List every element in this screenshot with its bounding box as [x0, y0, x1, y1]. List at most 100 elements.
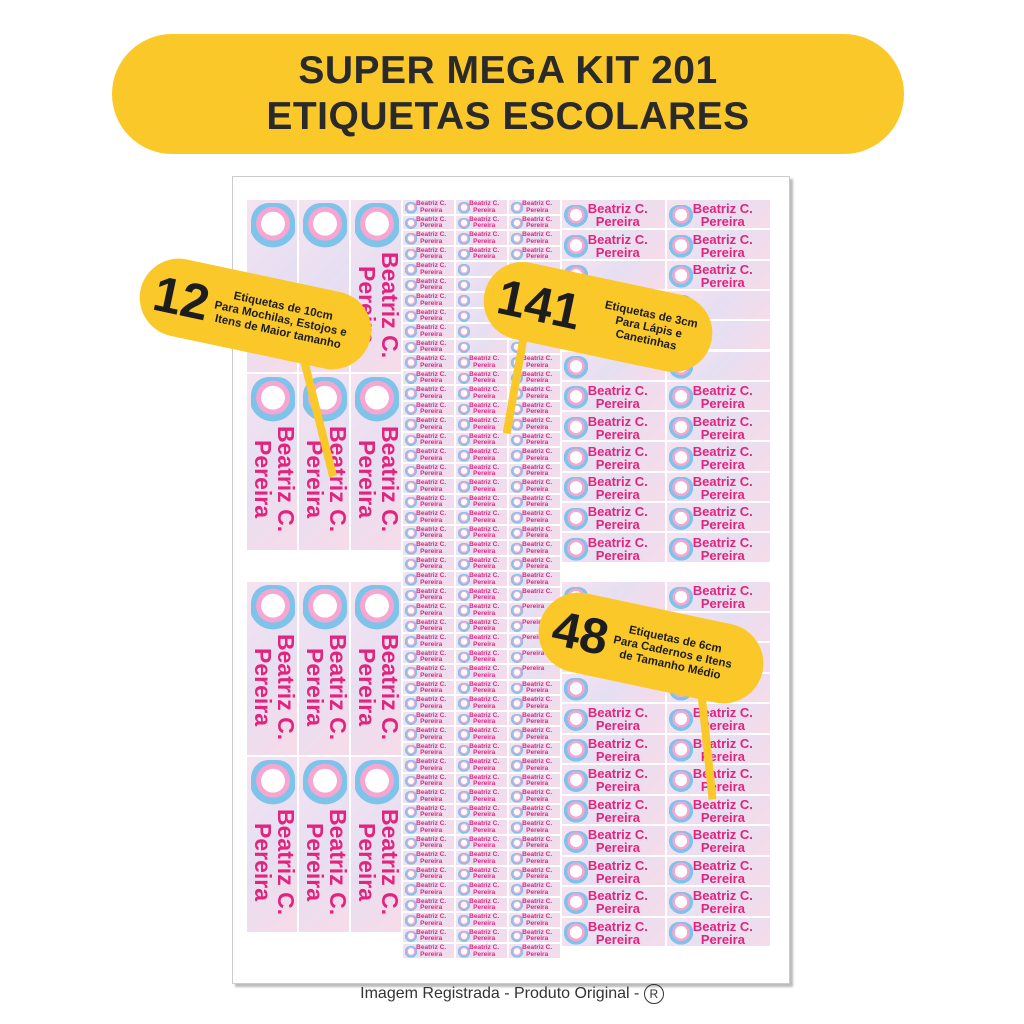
- callout-number: 12: [148, 265, 215, 332]
- label-name-text: Beatriz C. Pereira: [522, 945, 552, 958]
- unicorn-icon: [405, 450, 418, 462]
- label-name-text: Beatriz C. Pereira: [693, 798, 753, 824]
- label-first-name: Beatriz C.: [377, 252, 402, 359]
- name-label: Beatriz C. Pereira: [508, 679, 561, 695]
- label-first-name: Beatriz C.: [469, 401, 500, 409]
- label-name-text: Beatriz C. Pereira: [693, 767, 753, 793]
- name-label: Beatriz C. Pereira: [402, 323, 455, 339]
- label-name-text: Beatriz C. Pereira: [588, 475, 648, 501]
- label-name-text: Beatriz C. Pereira: [522, 247, 552, 260]
- label-name-text: Beatriz C. Pereira: [416, 666, 446, 679]
- name-label: Beatriz C. Pereira: [508, 788, 561, 804]
- label-last-name: Pereira: [526, 826, 549, 834]
- label-name-text: Beatriz C. Pereira: [469, 619, 499, 632]
- name-label: Beatriz C. Pereira: [455, 927, 508, 943]
- label-name-text: Beatriz C. Pereira: [469, 401, 500, 415]
- label-first-name: Beatriz C.: [469, 603, 500, 611]
- unicorn-icon: [405, 264, 418, 276]
- label-first-name: Beatriz C.: [587, 796, 648, 812]
- label-name-text: Beatriz C. Pereira: [416, 790, 446, 803]
- label-last-name: Pereira: [522, 649, 545, 657]
- unicorn-icon: [405, 791, 418, 803]
- name-label: Beatriz C. Pereira: [666, 581, 771, 612]
- name-label: Beatriz C. Pereira: [246, 756, 298, 933]
- label-last-name: Pereira: [473, 237, 496, 245]
- label-last-name: Pereira: [522, 665, 545, 673]
- label-name-text: Beatriz C. Pereira: [469, 666, 499, 679]
- name-label: Beatriz C. Pereira: [455, 943, 508, 959]
- name-label: Beatriz C. Pereira: [508, 509, 561, 525]
- label-last-name: Pereira: [420, 687, 443, 695]
- name-label: Beatriz C. Pereira: [666, 502, 771, 533]
- label-name-text: Beatriz C. Pereira: [522, 526, 552, 539]
- label-first-name: Beatriz C.: [416, 386, 447, 394]
- unicorn-icon: [405, 837, 418, 850]
- label-last-name: Pereira: [526, 423, 549, 431]
- label-last-name: Pereira: [526, 361, 549, 369]
- name-label: Beatriz C. Pereira: [402, 617, 455, 633]
- label-last-name: Pereira: [473, 454, 496, 462]
- label-first-name: Beatriz C.: [416, 246, 447, 254]
- unicorn-icon: [405, 698, 418, 710]
- name-label: Beatriz C. Pereira: [455, 912, 508, 928]
- unicorn-icon: [669, 537, 694, 561]
- name-label: Beatriz C. Pereira: [455, 664, 508, 680]
- unicorn-icon: [511, 543, 524, 555]
- name-label: Beatriz C. Pereira: [402, 276, 455, 292]
- unicorn-icon: [458, 450, 471, 462]
- name-label: Beatriz C. Pereira: [402, 524, 455, 540]
- label-first-name: Beatriz C.: [416, 711, 447, 719]
- name-label: Beatriz C. Pereira: [402, 850, 455, 866]
- label-last-name: Pereira: [420, 485, 443, 493]
- name-label: Beatriz C. Pereira: [455, 695, 508, 711]
- label-last-name: Pereira: [700, 214, 745, 230]
- label-name-text: Beatriz C. Pereira: [522, 573, 552, 586]
- label-first-name: Beatriz C.: [469, 463, 500, 471]
- label-name-text: Beatriz C. Pereira: [469, 371, 499, 384]
- name-label: Beatriz C. Pereira: [455, 354, 508, 370]
- label-name-text: Beatriz C. Pereira: [469, 836, 499, 849]
- unicorn-icon: [405, 217, 418, 230]
- name-label: Beatriz C. Pereira: [508, 943, 561, 959]
- name-label: Beatriz C. Pereira: [402, 540, 455, 556]
- name-label: Beatriz C. Pereira: [455, 230, 508, 246]
- label-last-name: Pereira: [526, 237, 549, 245]
- name-label: Beatriz C. Pereira: [455, 586, 508, 602]
- label-name-text: Beatriz C. Pereira: [469, 449, 499, 462]
- label-first-name: Beatriz C.: [469, 928, 500, 936]
- name-label: Beatriz C. Pereira: [455, 896, 508, 912]
- label-first-name: Beatriz C.: [587, 735, 648, 751]
- unicorn-icon: [251, 585, 295, 631]
- name-label: Beatriz C. Pereira: [561, 916, 666, 947]
- label-name-text: Beatriz C. Pereira: [416, 464, 446, 477]
- label-last-name: Pereira: [526, 687, 549, 695]
- label-last-name: Pereira: [420, 625, 443, 633]
- label-name-text: Beatriz C. Pereira: [522, 557, 552, 570]
- label-name-text: Beatriz C. Pereira: [522, 480, 552, 493]
- label-name-text: Beatriz C. Pereira: [693, 233, 753, 259]
- unicorn-icon: [511, 760, 524, 772]
- label-name-text: Beatriz C. Pereira: [416, 759, 446, 772]
- label-name-text: Beatriz C. Pereira: [522, 356, 552, 369]
- unicorn-icon: [355, 760, 399, 806]
- name-label: Beatriz C. Pereira: [508, 927, 561, 943]
- label-first-name: Beatriz C.: [587, 857, 648, 873]
- name-label: Beatriz C. Pereira: [455, 493, 508, 509]
- label-last-name: Pereira: [420, 842, 443, 850]
- label-name-text: Beatriz C. Pereira: [302, 634, 349, 740]
- label-last-name: Pereira: [595, 426, 640, 442]
- unicorn-icon: [405, 558, 418, 571]
- label-last-name: Pereira: [473, 547, 496, 555]
- unicorn-icon: [511, 868, 524, 881]
- name-label: Beatriz C. Pereira: [455, 726, 508, 742]
- label-last-name: Pereira: [420, 919, 443, 927]
- unicorn-icon: [511, 620, 524, 633]
- name-label: Beatriz C. Pereira: [455, 509, 508, 525]
- unicorn-icon: [458, 388, 471, 400]
- label-first-name: Beatriz C.: [692, 262, 753, 278]
- label-name-text: Beatriz C. Pereira: [416, 619, 446, 633]
- label-first-name: Beatriz C.: [692, 201, 753, 217]
- name-label: Beatriz C. Pereira: [455, 710, 508, 726]
- label-last-name: Pereira: [473, 516, 496, 524]
- label-first-name: Beatriz C.: [469, 246, 500, 254]
